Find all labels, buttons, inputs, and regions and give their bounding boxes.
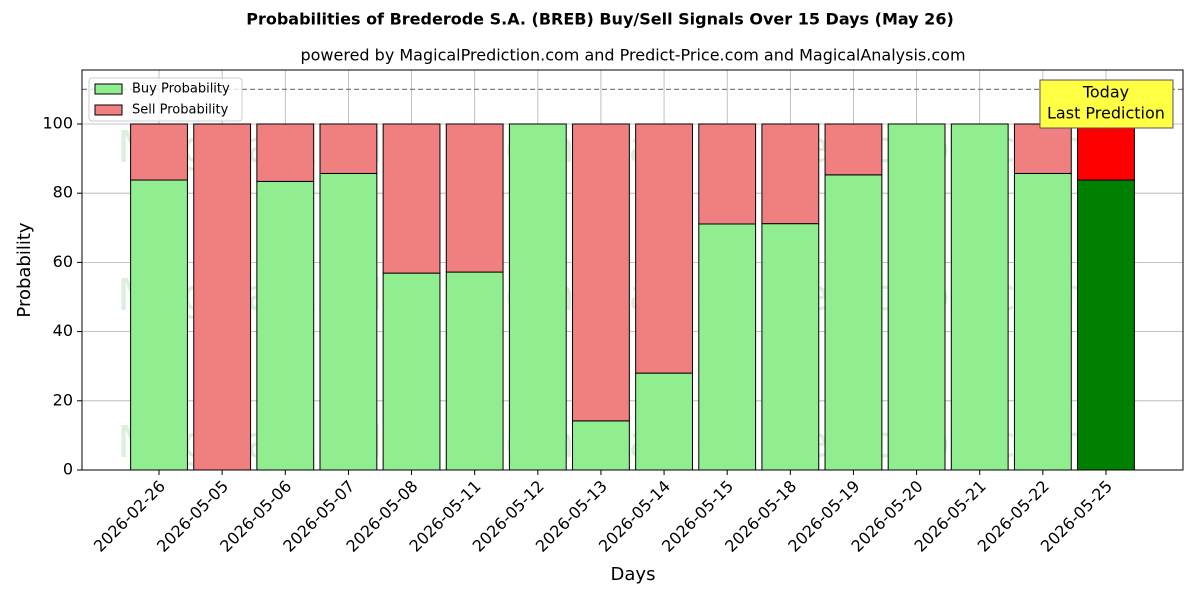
chart-subtitle: powered by MagicalPrediction.com and Pre…: [300, 46, 965, 65]
bar-segment: [824, 174, 883, 471]
y-tick-label: 20: [53, 390, 73, 409]
bar-segment: [1013, 123, 1072, 174]
chart-title: Probabilities of Brederode S.A. (BREB) B…: [246, 10, 954, 29]
bar-segment: [445, 271, 504, 471]
bar-segment: [635, 372, 693, 471]
bar-segment: [824, 123, 883, 176]
bar-segment: [382, 123, 441, 274]
legend-label: Sell Probability: [132, 103, 229, 118]
legend-swatch: [94, 104, 123, 116]
bar-segment: [319, 172, 378, 471]
bar-segment: [635, 123, 693, 374]
bar-segment: [1077, 179, 1135, 471]
bar-segment: [193, 123, 252, 471]
bar-segment: [761, 223, 820, 471]
bar-segment: [1013, 172, 1072, 471]
annotation-text: Last Prediction: [1047, 104, 1165, 123]
bar-segment: [761, 123, 820, 225]
legend-swatch: [94, 83, 123, 95]
annotation-text: Today: [1082, 83, 1129, 102]
y-tick-label: 40: [53, 321, 73, 340]
x-axis-label: Days: [611, 564, 656, 585]
bar-segment: [572, 123, 630, 422]
bar-segment: [130, 123, 188, 181]
bar-segment: [887, 123, 946, 471]
bar-segment: [256, 180, 315, 471]
bar-segment: [130, 179, 188, 471]
y-tick-label: 60: [53, 252, 73, 271]
legend-box: [88, 77, 243, 122]
y-tick-label: 80: [53, 183, 73, 202]
y-tick-label: 100: [42, 113, 73, 132]
bar-segment: [572, 420, 630, 471]
bar-segment: [382, 272, 441, 471]
bar-segment: [508, 123, 567, 471]
bar-segment: [319, 123, 378, 174]
plot-frame: [81, 69, 1184, 471]
y-axis-label: Probability: [14, 222, 35, 317]
bar-segment: [950, 123, 1009, 471]
bar-segment: [256, 123, 315, 182]
bar-segment: [445, 123, 504, 273]
annotation-box: [1039, 79, 1174, 129]
legend-label: Buy Probability: [132, 82, 230, 97]
bar-segment: [698, 223, 757, 471]
bar-segment: [698, 123, 757, 225]
bar-segment: [1077, 123, 1135, 181]
y-tick-label: 0: [63, 460, 73, 479]
